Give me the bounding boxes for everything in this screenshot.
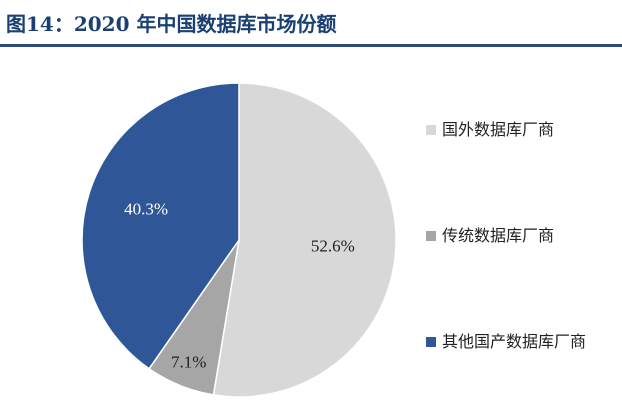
pie-slices xyxy=(81,82,397,398)
legend-item-traditional-vendors: 传统数据库厂商 xyxy=(426,224,612,248)
legend-swatch xyxy=(426,125,436,135)
pie-data-label-2: 7.1% xyxy=(171,353,206,372)
pie-data-label-1: 52.6% xyxy=(311,237,355,256)
legend-swatch xyxy=(426,337,436,347)
chart-legend: 国外数据库厂商 传统数据库厂商 其他国产数据库厂商 xyxy=(426,0,616,403)
legend-item-foreign-vendors: 国外数据库厂商 xyxy=(426,118,612,142)
legend-label: 国外数据库厂商 xyxy=(442,120,555,139)
title-divider xyxy=(0,44,622,47)
legend-swatch xyxy=(426,231,436,241)
legend-label: 传统数据库厂商 xyxy=(442,226,555,245)
pie-slice-3 xyxy=(81,82,240,370)
pie-data-labels: 52.6% 7.1% 40.3% xyxy=(124,200,355,372)
legend-label: 其他国产数据库厂商 xyxy=(442,332,587,351)
pie-slice-1 xyxy=(212,82,397,398)
pie-data-label-3: 40.3% xyxy=(124,200,168,219)
chart-title: 图14：2020 年中国数据库市场份额 xyxy=(6,12,337,36)
legend-item-other-domestic-vendors: 其他国产数据库厂商 xyxy=(426,330,592,354)
